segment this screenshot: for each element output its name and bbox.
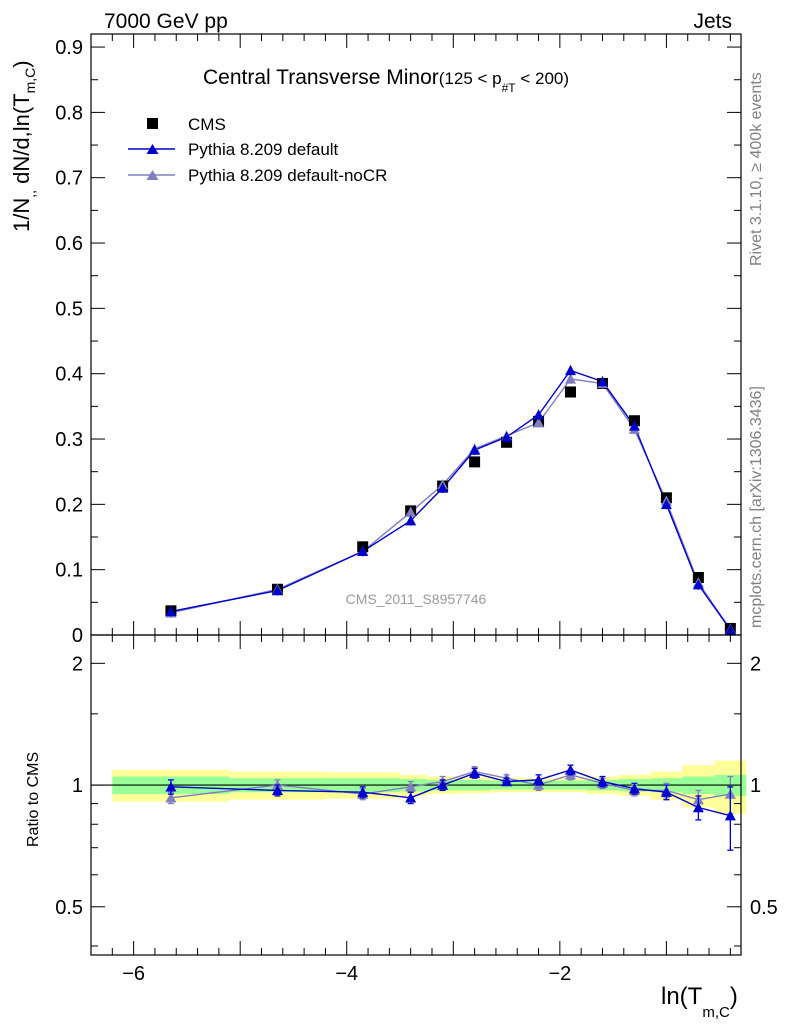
chart-title-qualifier: (125 < p [439,69,502,88]
x-tick-label: −4 [335,963,358,985]
legend-marker-cms [147,118,158,129]
ratio-frame [90,634,742,956]
y-tick-label: 0.2 [55,494,83,516]
ratio-point [405,792,417,803]
mc-point [596,376,608,387]
mc-point [357,545,369,557]
mc-point [660,498,672,510]
cms-point [565,386,577,398]
mc-point [628,420,640,431]
mc-point [469,444,481,455]
mc-point [533,417,545,428]
ratio-point [533,774,545,785]
y-tick-label: 0.4 [55,364,83,386]
y-tick-label: 0.9 [55,37,83,59]
ratio-point [271,784,283,796]
y-tick-label: 0.8 [55,102,83,124]
ratio-y-tick-label-right: 1 [750,775,761,797]
ratio-y-axis-label: Ratio to CMS [25,752,42,847]
legend-marker-nocr [146,170,159,180]
series-layer [165,364,736,635]
ratio-point [660,786,672,797]
header-right: Jets [693,10,732,33]
side-label-mcplots: mcplots.cern.ch [arXiv:1306.3436] [748,386,765,628]
ratio-point [357,786,369,797]
ratio-point [692,802,704,813]
y-tick-label: 0.6 [55,233,83,255]
legend-label-default: Pythia 8.209 default [188,140,339,159]
mc-point [437,482,449,493]
ratio-point [165,792,177,803]
chart-title-sub: #T [502,81,517,95]
ticks-layer: −6 −4 −2 0 0.1 0.2 0.3 0.4 0.5 0.6 0.7 0.8 0.9 0.5 0.5… [55,34,778,985]
series-line [170,378,731,630]
chart-title-main: Central Transverse Minor [203,66,439,89]
mc-point [565,364,577,376]
ratio-point [565,764,577,775]
ratio-point [469,767,481,778]
mc-point [533,409,545,420]
mc-point [271,585,283,596]
ratio-point [596,776,608,787]
side-label-rivet: Rivet 3.1.10, ≥ 400k events [748,72,765,266]
y-tick-label: 0.7 [55,168,83,190]
ratio-point [437,779,449,790]
ratio-series-layer [165,764,736,851]
mc-point [405,515,417,526]
ratio-point [501,776,513,787]
y-tick-label: 0.1 [55,560,83,582]
ratio-line [170,769,731,817]
cms-point [469,456,481,468]
x-axis-label: ln(Tm,C) [661,983,738,1021]
legend: CMS Pythia 8.209 default Pythia 8.209 de… [128,115,387,185]
legend-label-nocr: Pythia 8.209 default-noCR [188,166,387,185]
chart-title: Central Transverse Minor(125 < p#T < 200… [203,66,569,95]
y-tick-label: 0 [72,625,83,647]
ratio-y-tick-label: 2 [72,653,83,675]
mc-point [565,373,577,384]
mc-point [692,579,704,590]
mc-point [501,431,513,442]
y-tick-label: 0.5 [55,298,83,320]
watermark: CMS_2011_S8957746 [346,591,487,607]
ratio-y-tick-label-right: 2 [750,653,761,675]
header-left: 7000 GeV pp [104,10,228,33]
y-axis-label: 1/N,, dN/d,ln(Tm,C) [9,60,38,232]
series-line [170,369,731,631]
mc-point [165,605,177,617]
mc-point [405,506,417,517]
chart-title-suffix: < 200) [516,69,569,88]
ratio-point [405,781,417,792]
ratio-y-tick-label: 1 [72,775,83,797]
ratio-y-tick-label-right: 0.5 [750,897,778,919]
ratio-point [628,783,640,794]
ratio-bands [112,760,747,814]
ratio-y-tick-label: 0.5 [55,897,83,919]
cms-point [501,436,513,448]
ratio-point [724,810,736,821]
legend-label-cms: CMS [188,115,226,134]
x-tick-label: −2 [548,963,571,985]
ratio-point [165,781,177,792]
y-tick-label: 0.3 [55,429,83,451]
legend-marker-default [146,144,159,154]
x-tick-label: −6 [122,963,145,985]
